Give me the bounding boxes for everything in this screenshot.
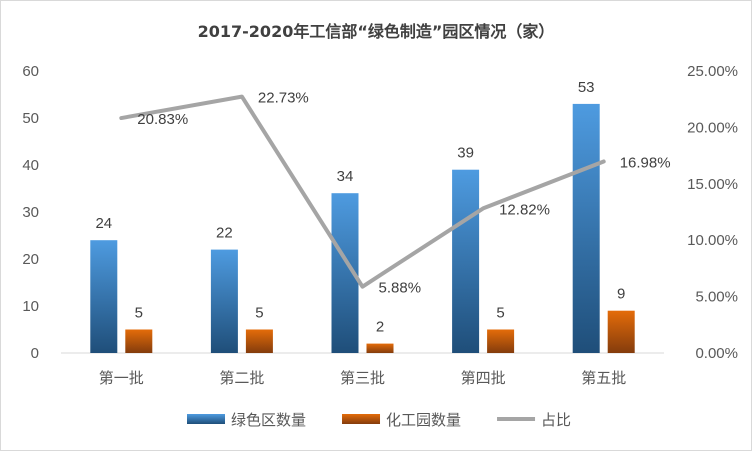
left-axis-tick-label: 40 — [22, 157, 39, 174]
bar-data-label: 24 — [95, 215, 112, 232]
left-y-axis: 0 10 20 30 40 50 60 — [22, 63, 39, 362]
left-axis-tick-label: 20 — [22, 251, 39, 268]
bar-chemical-park-4 — [487, 329, 515, 353]
line-data-label: 5.88% — [379, 280, 422, 297]
left-axis-tick-label: 50 — [22, 110, 39, 127]
legend-label: 绿色区数量 — [231, 411, 306, 429]
bar-chemical-park-2 — [245, 329, 273, 353]
category-label: 第四批 — [461, 369, 506, 387]
right-axis-tick-label: 25.00% — [687, 63, 738, 80]
line-data-label: 12.82% — [499, 201, 550, 218]
bar-data-label: 9 — [617, 286, 625, 303]
left-axis-tick-label: 30 — [22, 204, 39, 221]
chart-title: 2017-2020年工信部“绿色制造”园区情况（家） — [198, 22, 555, 41]
bar-green-zone-5 — [572, 103, 600, 354]
category-label: 第一批 — [99, 369, 144, 387]
left-axis-tick-label: 60 — [22, 63, 39, 80]
line-series-group — [119, 94, 606, 289]
right-y-axis: 0.00% 5.00% 10.00% 15.00% 20.00% 25.00% — [687, 63, 738, 362]
line-data-label: 16.98% — [620, 154, 671, 171]
legend-label: 占比 — [541, 411, 571, 429]
bar-data-label: 34 — [337, 168, 354, 185]
line-data-label: 20.83% — [137, 111, 188, 128]
bar-data-label: 22 — [216, 225, 233, 242]
line-data-label: 22.73% — [258, 90, 309, 107]
bar-data-label: 5 — [255, 305, 263, 322]
category-label: 第三批 — [340, 369, 385, 387]
line-share-ratio — [119, 94, 606, 289]
bar-green-zone-1 — [90, 240, 118, 353]
legend: 绿色区数量 化工园数量 占比 — [187, 411, 571, 429]
bar-data-label: 2 — [376, 319, 384, 336]
bar-data-label: 5 — [135, 305, 143, 322]
legend-swatch — [187, 414, 225, 424]
bar-green-zone-4 — [452, 169, 480, 353]
legend-swatch — [342, 414, 381, 424]
bar-data-label: 39 — [457, 145, 474, 162]
category-axis-labels: 第一批 第二批 第三批 第四批 第五批 — [99, 369, 626, 387]
data-labels-group: 24 5 22 5 34 2 39 5 53 9 20.83% 22.73% 5.88% 12.82% 16… — [95, 79, 670, 336]
left-axis-tick-label: 10 — [22, 298, 39, 315]
right-axis-tick-label: 15.00% — [687, 176, 738, 193]
bar-chemical-park-5 — [607, 310, 635, 353]
bar-chemical-park-3 — [366, 343, 394, 353]
bar-green-zone-2 — [210, 249, 238, 353]
left-axis-tick-label: 0 — [31, 345, 39, 362]
bar-data-label: 53 — [578, 79, 595, 96]
right-axis-tick-label: 10.00% — [687, 232, 738, 249]
bar-data-label: 5 — [496, 305, 504, 322]
legend-label: 化工园数量 — [386, 411, 461, 429]
category-label: 第五批 — [581, 369, 626, 387]
right-axis-tick-label: 0.00% — [695, 345, 738, 362]
bar-chemical-park-1 — [125, 329, 153, 353]
category-label: 第二批 — [219, 369, 264, 387]
bar-series-group — [90, 103, 635, 354]
right-axis-tick-label: 20.00% — [687, 119, 738, 136]
right-axis-tick-label: 5.00% — [695, 289, 738, 306]
